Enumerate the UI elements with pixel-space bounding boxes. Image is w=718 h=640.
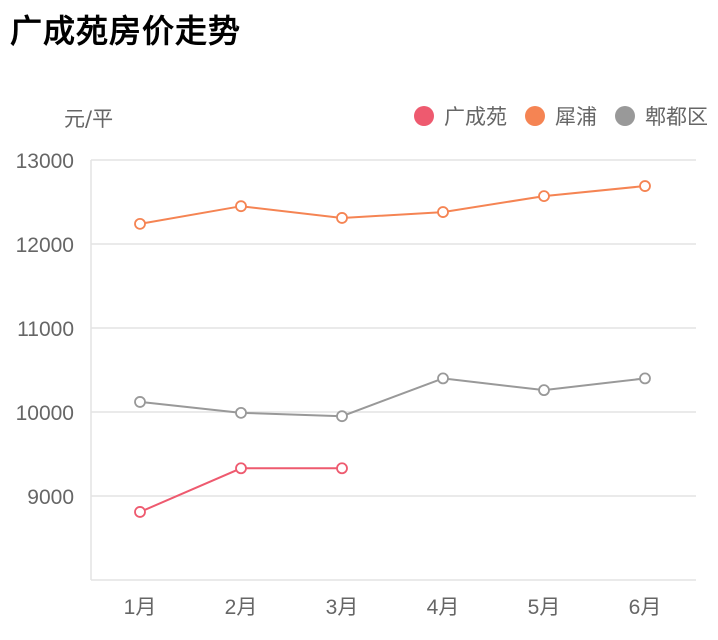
y-axis-unit-label: 元/平 xyxy=(64,107,114,131)
legend-item-piduqu[interactable]: 郫都区 xyxy=(615,101,708,131)
y-tick-label: 12000 xyxy=(16,234,74,257)
legend-label: 郫都区 xyxy=(645,105,708,129)
data-point-marker xyxy=(538,384,550,397)
x-tick-label: 3月 xyxy=(326,596,359,619)
x-tick-label: 4月 xyxy=(427,596,460,619)
data-point-marker xyxy=(336,410,348,423)
legend-dot-icon xyxy=(615,106,635,126)
series-line xyxy=(139,185,646,225)
data-point-marker xyxy=(336,462,348,475)
series-line xyxy=(139,467,342,513)
x-tick-label: 6月 xyxy=(629,596,662,619)
y-tick-label: 9000 xyxy=(27,486,74,509)
data-point-marker xyxy=(336,212,348,224)
y-tick-label: 13000 xyxy=(16,150,74,173)
data-point-marker xyxy=(538,190,550,203)
legend-label: 犀浦 xyxy=(555,105,597,129)
data-point-marker xyxy=(134,217,146,230)
x-tick-label: 5月 xyxy=(528,596,561,619)
chart-title: 广成苑房价走势 xyxy=(10,12,242,50)
legend-dot-icon xyxy=(414,106,434,126)
data-point-marker xyxy=(639,372,651,385)
legend-dot-icon xyxy=(525,106,545,126)
data-point-marker xyxy=(134,506,146,518)
y-tick-label: 11000 xyxy=(17,318,74,341)
x-tick-label: 1月 xyxy=(124,596,157,619)
x-tick-label: 2月 xyxy=(225,596,258,619)
legend-item-xipu[interactable]: 犀浦 xyxy=(525,101,597,131)
chart-legend: 广成苑 犀浦 郫都区 xyxy=(396,101,708,131)
legend-item-guangchengyuan[interactable]: 广成苑 xyxy=(414,101,507,131)
data-point-marker xyxy=(235,200,247,213)
data-point-marker xyxy=(235,462,247,475)
data-point-marker xyxy=(235,406,247,419)
legend-label: 广成苑 xyxy=(444,105,507,129)
series-line xyxy=(139,377,646,418)
data-point-marker xyxy=(134,396,146,408)
data-point-marker xyxy=(437,206,449,218)
y-tick-label: 10000 xyxy=(16,402,74,425)
data-point-marker xyxy=(437,372,449,385)
data-point-marker xyxy=(639,180,651,192)
